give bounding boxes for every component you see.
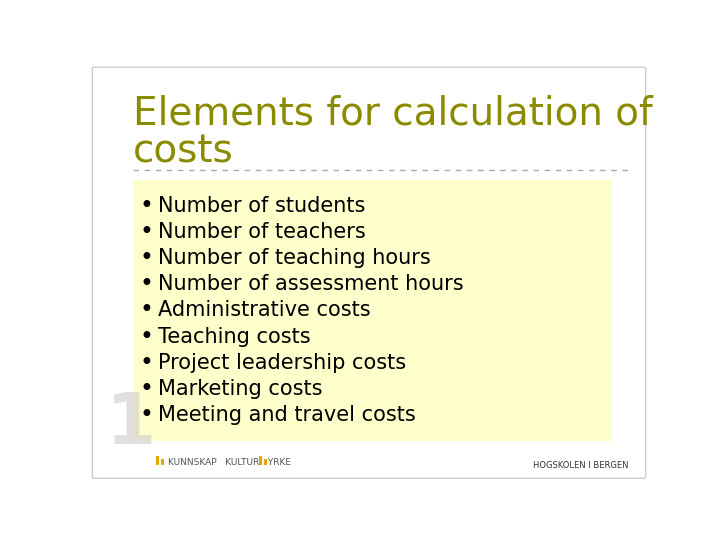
Text: •: • xyxy=(140,246,153,270)
Text: Meeting and travel costs: Meeting and travel costs xyxy=(158,405,416,425)
Bar xyxy=(259,456,262,465)
Text: HOGSKOLEN I BERGEN: HOGSKOLEN I BERGEN xyxy=(533,461,629,470)
Text: Number of assessment hours: Number of assessment hours xyxy=(158,274,464,294)
Bar xyxy=(156,456,159,465)
Text: •: • xyxy=(140,325,153,349)
FancyBboxPatch shape xyxy=(92,67,646,478)
Text: KUNNSKAP   KULTUR   YRKE: KUNNSKAP KULTUR YRKE xyxy=(168,457,290,467)
Text: Teaching costs: Teaching costs xyxy=(158,327,311,347)
Text: 1: 1 xyxy=(106,390,156,459)
Text: Project leadership costs: Project leadership costs xyxy=(158,353,406,373)
Bar xyxy=(264,459,266,465)
FancyBboxPatch shape xyxy=(132,180,611,441)
Text: Number of teaching hours: Number of teaching hours xyxy=(158,248,431,268)
Text: Number of teachers: Number of teachers xyxy=(158,222,366,242)
Text: Number of students: Number of students xyxy=(158,195,366,215)
Bar xyxy=(161,459,163,465)
Text: •: • xyxy=(140,272,153,296)
Text: •: • xyxy=(140,220,153,244)
Text: Elements for calculation of: Elements for calculation of xyxy=(132,94,652,132)
Text: •: • xyxy=(140,194,153,218)
Text: costs: costs xyxy=(132,132,233,171)
Text: •: • xyxy=(140,377,153,401)
Text: •: • xyxy=(140,403,153,427)
Text: Administrative costs: Administrative costs xyxy=(158,300,371,320)
Text: Marketing costs: Marketing costs xyxy=(158,379,323,399)
Text: •: • xyxy=(140,351,153,375)
Text: •: • xyxy=(140,299,153,322)
